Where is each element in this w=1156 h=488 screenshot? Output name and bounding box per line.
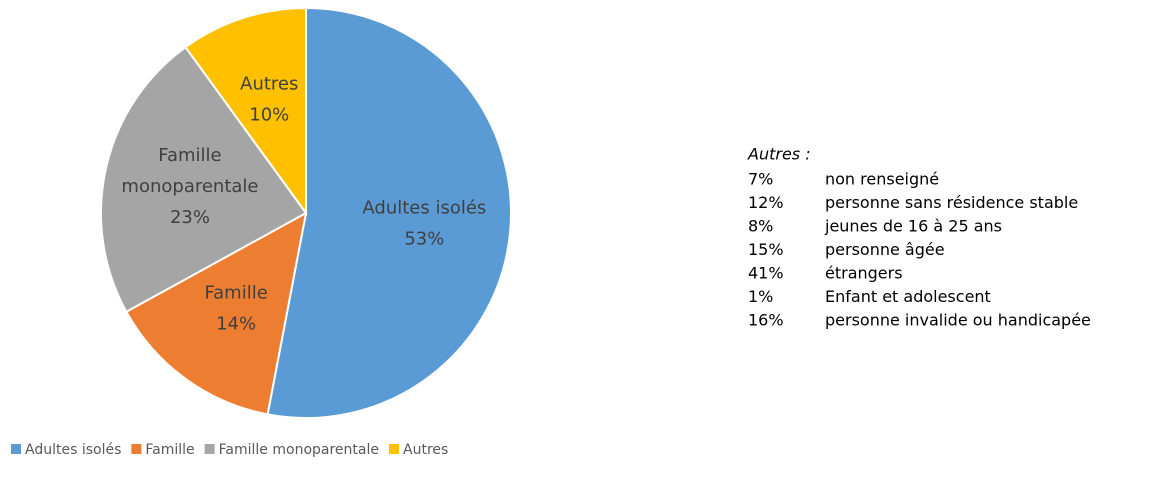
note-share: 15% <box>748 240 784 259</box>
legend-swatch <box>389 444 399 454</box>
note-text: personne âgée <box>825 240 945 259</box>
note-share: 7% <box>748 170 773 189</box>
note-share: 1% <box>748 287 773 306</box>
pie-slice <box>184 6 307 217</box>
note-share: 8% <box>748 217 773 236</box>
note-share: 12% <box>748 193 784 212</box>
slice-label: Famille monoparentale <box>121 145 258 197</box>
note-share: 16% <box>748 311 784 330</box>
note-text: personne invalide ou handicapée <box>825 311 1091 330</box>
legend-label: Autres <box>403 442 448 458</box>
pie-slice <box>266 6 512 419</box>
note-share: 41% <box>748 264 784 283</box>
slice-label: Famille <box>204 283 267 304</box>
legend-swatch <box>11 444 21 454</box>
legend-label: Famille monoparentale <box>219 442 379 458</box>
legend-swatch <box>131 444 142 454</box>
legend-label: Famille <box>145 442 194 458</box>
slice-label: Autres <box>240 73 298 94</box>
note-text: personne sans résidence stable <box>825 193 1078 212</box>
data-label: 10% <box>249 104 289 125</box>
data-label: 53% <box>404 229 444 250</box>
note-text: Enfant et adolescent <box>825 287 991 306</box>
note-text: étrangers <box>825 264 903 283</box>
pie-slice <box>100 45 308 314</box>
note-text: non renseigné <box>825 170 939 189</box>
data-label: 23% <box>170 207 210 228</box>
pie-slice <box>124 211 308 416</box>
note-title: Autres : <box>747 145 811 164</box>
data-label: 14% <box>216 314 256 335</box>
slice-label: Adultes isolés <box>362 198 486 219</box>
legend-swatch <box>204 444 215 454</box>
legend-label: Adultes isolés <box>25 442 121 458</box>
note-text: jeunes de 16 à 25 ans <box>824 217 1002 236</box>
